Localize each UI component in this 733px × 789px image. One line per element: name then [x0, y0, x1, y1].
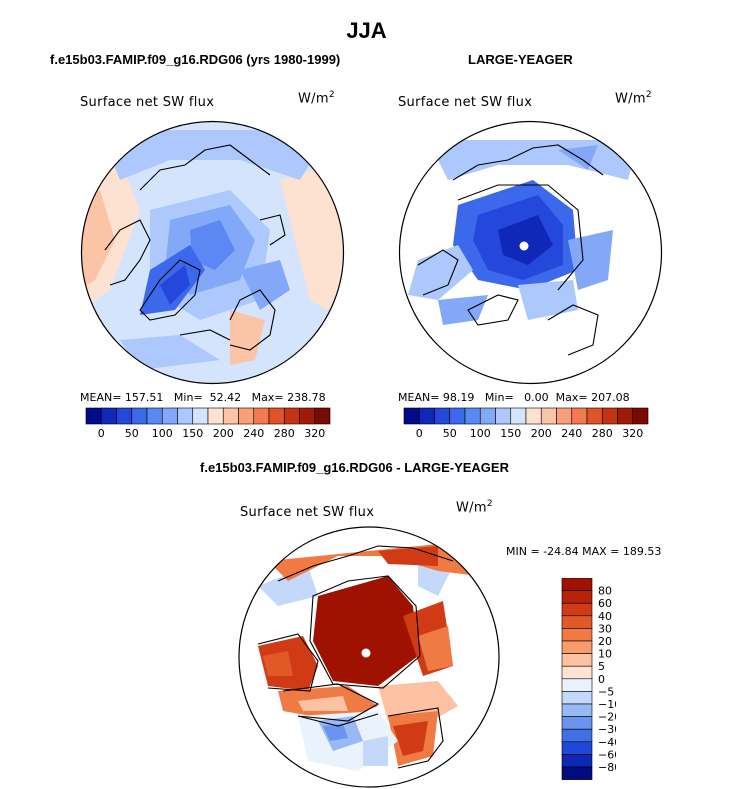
panel1-colorbar-swatch: [283, 407, 300, 425]
panel1-colorbar-swatch: [314, 407, 331, 425]
panel3-units: W/m2: [456, 499, 493, 516]
panel3-colorbar-swatch: [561, 628, 593, 642]
panel2-colorbar-swatch: [495, 407, 512, 425]
panel3-colorbar-tick-label: 40: [598, 610, 612, 623]
panel3-colorbar-tick-label: −10: [598, 698, 616, 711]
panel3-colorbar-tick-label: −40: [598, 736, 616, 749]
panel2-polar-map: [398, 120, 663, 385]
panel2-colorbar: 0 50 100 150 200 240 280 320: [403, 407, 649, 440]
panel3-colorbar-tick-label: 20: [598, 635, 612, 648]
panel1-colorbar-swatch: [131, 407, 148, 425]
panel2-colorbar-swatch: [449, 407, 466, 425]
panel2-title: LARGE-YEAGER: [468, 52, 573, 67]
panel3-colorbar-tick-label: 5: [598, 660, 605, 673]
panel3-colorbar-tick-label: 60: [598, 597, 612, 610]
panel3-title: f.e15b03.FAMIP.f09_g16.RDG06 - LARGE-YEA…: [200, 460, 509, 475]
panel2-colorbar-tick-label: 50: [443, 427, 457, 440]
panel1-polar-map: [80, 120, 345, 385]
panel1-colorbar-tick-label: 240: [243, 427, 264, 440]
panel1-colorbar-swatch: [116, 407, 133, 425]
panel1-variable-label: Surface net SW flux: [80, 95, 215, 110]
panel3-colorbar-tick-label: −20: [598, 711, 616, 724]
panel3-colorbar-tick-label: 0: [598, 673, 605, 686]
panel1-colorbar-tick-label: 50: [125, 427, 139, 440]
panel1-colorbar-swatch: [253, 407, 270, 425]
panel1-colorbar-tick-label: 320: [304, 427, 325, 440]
panel1-title: f.e15b03.FAMIP.f09_g16.RDG06 (yrs 1980-1…: [50, 52, 341, 67]
panel3-colorbar-tick-label: −80: [598, 761, 616, 774]
panel2-colorbar-swatch: [586, 407, 603, 425]
panel1-colorbar-tick-label: 100: [152, 427, 173, 440]
panel3-colorbar-tick-label: −5: [598, 685, 614, 698]
panel3-colorbar-swatch: [561, 716, 593, 730]
panel1-colorbar-swatch: [85, 407, 102, 425]
panel3-colorbar-tick-label: −30: [598, 723, 616, 736]
season-title: JJA: [346, 18, 387, 43]
panel2-colorbar-swatch: [464, 407, 481, 425]
panel1-colorbar-swatch: [161, 407, 178, 425]
panel1-colorbar-swatch: [238, 407, 255, 425]
panel2-colorbar-tick-label: 100: [470, 427, 491, 440]
panel3-colorbar-swatch: [561, 653, 593, 667]
panel2-colorbar-tick-label: 0: [416, 427, 423, 440]
panel2-colorbar-swatch: [403, 407, 420, 425]
panel1-colorbar-tick-label: 150: [182, 427, 203, 440]
panel3-colorbar-swatch: [561, 602, 593, 617]
panel1-colorbar-tick-label: 280: [274, 427, 295, 440]
panel2-colorbar-swatch: [617, 407, 634, 425]
panel3-polar-map: [238, 526, 500, 788]
panel2-colorbar-swatch: [479, 407, 496, 425]
panel1-colorbar-swatch: [192, 407, 209, 425]
panel2-stats: MEAN= 98.19 Min= 0.00 Max= 207.08: [398, 391, 630, 404]
panel2-colorbar-swatch: [525, 407, 542, 425]
panel2-units: W/m2: [615, 90, 652, 107]
panel3-colorbar-tick-label: 30: [598, 622, 612, 635]
panel3-colorbar-swatch: [561, 766, 593, 780]
panel3-colorbar-swatch: [561, 754, 593, 768]
panel3-colorbar-tick-label: 80: [598, 585, 612, 598]
panel3-colorbar-swatch: [561, 665, 593, 680]
panel3-colorbar-tick-label: −60: [598, 748, 616, 761]
panel3-minmax: MIN = -24.84 MAX = 189.53: [506, 545, 662, 558]
panel2-variable-label: Surface net SW flux: [398, 95, 533, 110]
panel2-colorbar-tick-label: 150: [500, 427, 521, 440]
panel1-colorbar-swatch: [299, 407, 316, 425]
panel3-colorbar-swatch: [561, 590, 593, 604]
panel1-colorbar-tick-label: 0: [98, 427, 105, 440]
panel2-colorbar-swatch: [632, 407, 649, 425]
panel3-colorbar-swatch: [561, 728, 593, 743]
panel3-colorbar-swatch: [561, 578, 593, 591]
panel1-colorbar-swatch: [268, 407, 285, 425]
panel3-colorbar-swatch: [561, 741, 593, 755]
panel3-colorbar-swatch: [561, 640, 593, 654]
panel2-colorbar-swatch: [540, 407, 557, 425]
panel2-colorbar-swatch: [418, 407, 435, 425]
panel1-colorbar-swatch: [100, 407, 117, 425]
panel2-colorbar-swatch: [556, 407, 573, 425]
panel2-colorbar-swatch: [510, 407, 527, 425]
panel1-colorbar-tick-label: 200: [213, 427, 234, 440]
panel1-colorbar-swatch: [222, 407, 239, 425]
panel1-colorbar-swatch: [207, 407, 224, 425]
panel1-stats: MEAN= 157.51 Min= 52.42 Max= 238.78: [80, 391, 326, 404]
panel1-colorbar: 0 50 100 150 200 240 280 320: [85, 407, 331, 440]
panel2-colorbar-tick-label: 240: [561, 427, 582, 440]
panel3-colorbar-swatch: [561, 691, 593, 705]
panel2-colorbar-tick-label: 280: [592, 427, 613, 440]
panel2-colorbar-swatch: [571, 407, 588, 425]
panel1-units: W/m2: [298, 90, 335, 107]
panel2-colorbar-tick-label: 320: [622, 427, 643, 440]
panel1-colorbar-swatch: [146, 407, 163, 425]
panel3-colorbar-tick-label: 10: [598, 648, 612, 661]
panel3-colorbar-swatch: [561, 703, 593, 717]
panel2-colorbar-swatch: [601, 407, 618, 425]
panel3-variable-label: Surface net SW flux: [240, 505, 375, 520]
panel1-colorbar-swatch: [177, 407, 194, 425]
panel2-colorbar-tick-label: 200: [531, 427, 552, 440]
panel3-colorbar-swatch: [561, 615, 593, 629]
panel2-colorbar-swatch: [434, 407, 451, 425]
panel3-colorbar-swatch: [561, 678, 593, 692]
